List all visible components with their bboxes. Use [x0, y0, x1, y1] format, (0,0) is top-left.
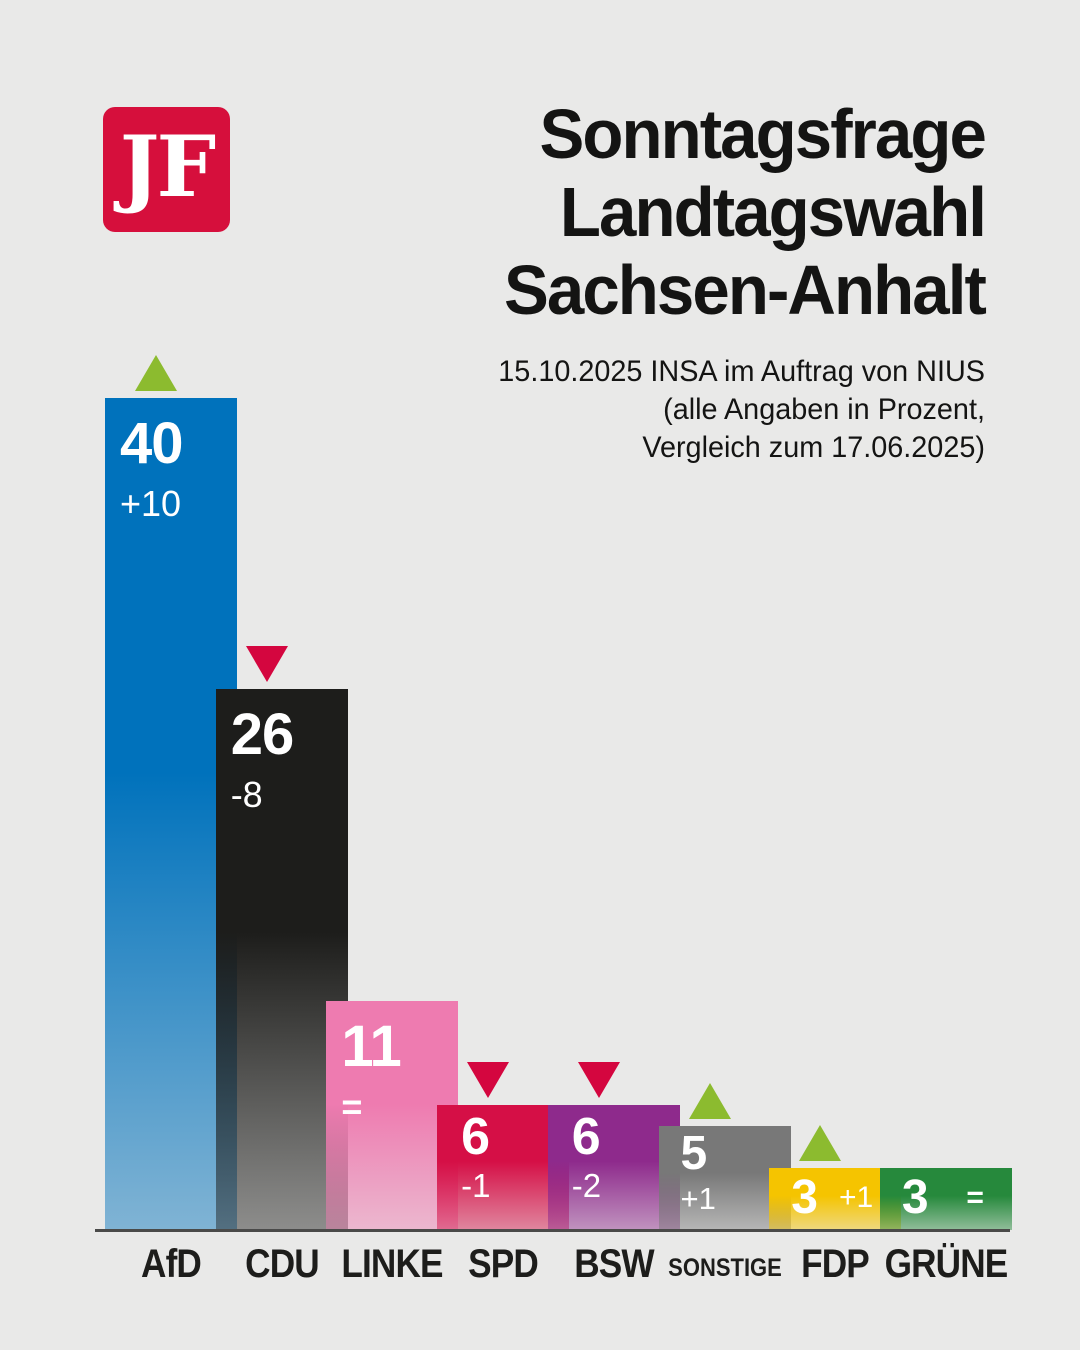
bar-grüne: 3 = — [879, 1167, 1012, 1230]
x-label-cdu: CDU — [244, 1242, 320, 1286]
bar-sonstige: 5 +1 — [658, 1126, 791, 1230]
bar-change: -2 — [571, 1166, 602, 1204]
bar-value: 26 — [230, 702, 295, 768]
bar-value: 3 — [791, 1170, 818, 1224]
subtitle: 15.10.2025 INSA im Auftrag von NIUS (all… — [498, 353, 985, 467]
x-axis-line — [95, 1229, 1010, 1232]
x-label-bsw: BSW — [574, 1242, 654, 1286]
bar-change: +1 — [838, 1180, 874, 1214]
bar-cdu: 26 -8 — [215, 689, 348, 1230]
bar-text-linke: 11 = — [326, 1001, 458, 1127]
bar-value: 11 — [341, 1014, 401, 1080]
bar-text-afd: 40 +10 — [105, 398, 237, 524]
bar-change: = — [341, 1086, 363, 1128]
x-label-grüne: GRÜNE — [884, 1242, 1009, 1286]
bar-spd: 6 -1 — [437, 1105, 570, 1230]
down-arrow-icon — [577, 1062, 620, 1099]
down-arrow-icon — [245, 646, 288, 683]
subtitle-line-3: Vergleich zum 17.06.2025) — [642, 431, 985, 464]
bar-text-sonstige: 5 +1 — [659, 1126, 791, 1217]
bar-change: +1 — [680, 1181, 716, 1217]
bar-text-bsw: 6 -2 — [548, 1105, 680, 1205]
page-title: Sonntagsfrage Landtagswahl Sachsen-Anhal… — [498, 95, 987, 329]
bar-afd: 40 +10 — [105, 398, 237, 1230]
x-label-sonstige: SONSTIGE — [667, 1254, 782, 1282]
bar-change: = — [966, 1180, 984, 1214]
bar-text-grüne: 3 = — [880, 1168, 1012, 1223]
title-line-2: Landtagswahl — [559, 173, 987, 251]
up-arrow-icon — [688, 1083, 731, 1119]
bar-text-fdp: 3 +1 — [769, 1168, 901, 1223]
bar-value: 6 — [461, 1108, 490, 1167]
bar-value: 3 — [901, 1170, 929, 1224]
bar-change: +10 — [120, 482, 182, 524]
bar-value: 5 — [680, 1127, 708, 1180]
bar-change: -1 — [461, 1166, 491, 1204]
x-label-spd: SPD — [468, 1242, 539, 1286]
up-arrow-icon — [799, 1124, 842, 1161]
title-line-3: Sachsen-Anhalt — [504, 251, 987, 329]
bar-fdp: 3 +1 — [769, 1167, 902, 1230]
jf-logo-text: JF — [119, 116, 216, 216]
x-label-linke: LINKE — [341, 1242, 444, 1286]
header: Sonntagsfrage Landtagswahl Sachsen-Anhal… — [498, 95, 987, 467]
bar-linke: 11 = — [326, 1001, 459, 1230]
title-line-1: Sonntagsfrage — [539, 95, 986, 173]
bar-change: -8 — [230, 774, 263, 816]
bar-value: 6 — [571, 1108, 601, 1167]
up-arrow-icon — [135, 355, 177, 391]
jf-logo: JF — [103, 107, 230, 232]
bar-bsw: 6 -2 — [547, 1105, 680, 1230]
subtitle-line-2: (alle Angaben in Prozent, — [663, 393, 985, 426]
bar-text-spd: 6 -1 — [437, 1105, 569, 1205]
bar-value: 40 — [120, 411, 184, 476]
subtitle-line-1: 15.10.2025 INSA im Auftrag von NIUS — [498, 355, 985, 388]
down-arrow-icon — [467, 1062, 510, 1099]
x-label-afd: AfD — [141, 1242, 202, 1286]
x-label-fdp: FDP — [801, 1242, 870, 1286]
bar-text-cdu: 26 -8 — [216, 689, 348, 815]
